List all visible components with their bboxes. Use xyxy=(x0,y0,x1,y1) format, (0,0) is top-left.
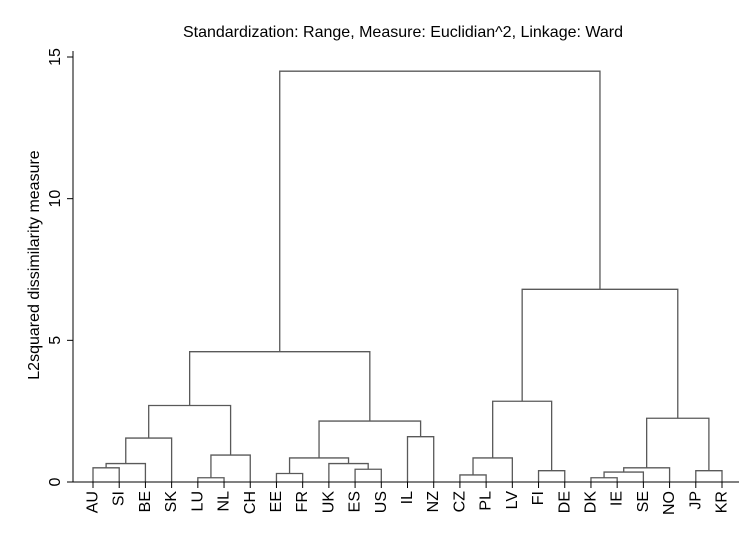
y-axis: 0 5 10 15 xyxy=(47,48,74,486)
leaf-label-nz: NZ xyxy=(425,491,442,513)
dendrogram-link-m19 xyxy=(603,471,645,482)
leaf-label-fi: FI xyxy=(530,491,547,505)
dendrogram-link-m12 xyxy=(318,420,422,458)
y-axis-label: L2squared dissimilarity measure xyxy=(26,150,43,380)
leaf-label-ch: CH xyxy=(242,491,259,514)
dendrogram-link-m11 xyxy=(406,436,435,482)
leaf-label-no: NO xyxy=(661,491,678,515)
dendrogram-link-m18 xyxy=(590,477,618,482)
dendrogram-link-m16 xyxy=(537,470,566,482)
dendrogram-link-m15 xyxy=(472,457,513,482)
dendrogram-link-m22 xyxy=(646,417,710,471)
leaf-label-us: US xyxy=(373,491,390,513)
leaf-label-cz: CZ xyxy=(451,491,468,513)
leaf-label-lv: LV xyxy=(504,491,521,510)
leaf-label-be: BE xyxy=(137,491,154,512)
leaf-label-pl: PL xyxy=(478,491,495,511)
dendrogram-link-m21 xyxy=(695,470,723,482)
dendrogram-link-m10 xyxy=(288,457,350,474)
y-tick-label: 10 xyxy=(47,190,64,208)
leaf-label-kr: KR xyxy=(714,491,731,513)
dendrogram-link-m1 xyxy=(92,467,120,482)
x-axis: AU SI BE SK LU NL CH EE FR UK ES US IL NZ CZ PL LV FI DE DK… xyxy=(73,481,739,515)
dendrogram-link-m20 xyxy=(623,467,671,482)
leaf-label-de: DE xyxy=(556,491,573,513)
leaf-label-il: IL xyxy=(399,491,416,504)
leaf-label-nl: NL xyxy=(216,491,233,512)
leaf-label-dk: DK xyxy=(582,491,599,514)
leaf-label-fr: FR xyxy=(294,491,311,512)
y-tick-label: 5 xyxy=(47,336,64,345)
leaf-label-lu: LU xyxy=(189,491,206,511)
dendrogram-link-m3 xyxy=(125,437,173,482)
dendrogram-link-m23 xyxy=(521,288,679,419)
leaf-label-ie: IE xyxy=(609,491,626,506)
dendrogram-link-m7 xyxy=(275,472,304,482)
dendrogram-link-m13 xyxy=(188,351,371,422)
leaf-label-si: SI xyxy=(111,491,128,506)
dendrogram-branches xyxy=(92,70,723,482)
dendrogram-link-m8 xyxy=(354,468,382,482)
y-tick-label: 0 xyxy=(47,477,64,486)
dendrogram-link-m4 xyxy=(197,477,225,482)
y-tick-label: 15 xyxy=(47,48,64,66)
leaf-label-se: SE xyxy=(635,491,652,512)
leaf-label-uk: UK xyxy=(320,491,337,514)
dendrogram-link-m17 xyxy=(492,400,553,471)
leaf-label-au: AU xyxy=(85,491,102,513)
dendrogram-link-m6 xyxy=(148,404,232,456)
dendrogram-link-m9 xyxy=(328,462,369,482)
leaf-label-es: ES xyxy=(347,491,364,512)
chart-title: Standardization: Range, Measure: Euclidi… xyxy=(183,24,623,41)
dendrogram-link-m14 xyxy=(459,474,487,482)
leaf-label-jp: JP xyxy=(687,491,704,510)
leaf-label-ee: EE xyxy=(268,491,285,512)
dendrogram-link-m24 xyxy=(279,70,601,352)
dendrogram-link-m2 xyxy=(105,462,147,482)
leaf-label-sk: SK xyxy=(163,491,180,513)
